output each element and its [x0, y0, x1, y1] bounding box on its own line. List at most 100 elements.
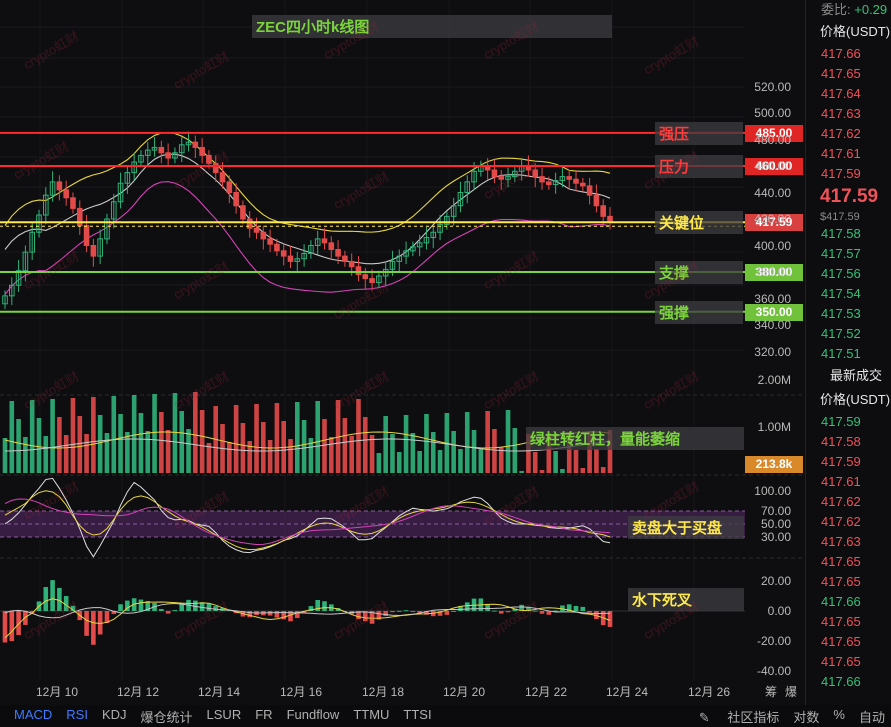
candle-body: [29, 231, 35, 253]
candle-body: [464, 181, 471, 193]
ask-row[interactable]: 417.62: [821, 126, 861, 141]
volume-bar: [254, 404, 259, 473]
macd-histogram-bar: [539, 611, 545, 614]
volume-bar: [36, 418, 42, 473]
volume-bar: [390, 434, 395, 473]
bid-row[interactable]: 417.51: [821, 346, 861, 361]
macd-histogram-bar: [91, 611, 96, 645]
candle-body: [403, 250, 409, 257]
auto-scale-toggle[interactable]: 自动: [858, 709, 885, 725]
candle-body: [593, 194, 600, 207]
volume-bar: [417, 451, 422, 473]
macd-axis-label: 20.00: [760, 574, 791, 588]
macd-histogram-bar: [526, 606, 531, 611]
candle-body: [580, 182, 586, 187]
candle-body: [512, 170, 518, 178]
macd-histogram-bar: [553, 610, 558, 612]
volume-bar: [369, 435, 375, 473]
candle-body: [246, 218, 253, 229]
ask-row[interactable]: 417.66: [821, 46, 861, 61]
volume-bar: [97, 415, 103, 473]
macd-histogram-bar: [2, 611, 8, 643]
ask-row[interactable]: 417.64: [821, 86, 861, 101]
volume-bar: [233, 405, 239, 473]
ask-row[interactable]: 417.63: [821, 106, 861, 121]
trade-row: 417.66: [821, 674, 861, 689]
bid-row[interactable]: 417.57: [821, 246, 861, 261]
candle-body: [117, 182, 124, 203]
volume-bar: [546, 433, 552, 473]
indicator-tab[interactable]: TTSI: [403, 706, 432, 722]
level-label-2: 关键位: [655, 211, 743, 235]
candle-body: [36, 214, 42, 233]
macd-histogram-bar: [213, 606, 219, 611]
bid-row[interactable]: 417.52: [821, 326, 861, 341]
trades-title[interactable]: 最新成交: [830, 368, 883, 383]
level-price-tag-4: 350.00: [745, 303, 803, 321]
corner-label-liquidation[interactable]: 爆: [785, 685, 798, 699]
volume-bar: [430, 432, 436, 473]
macd-histogram-bar: [587, 611, 592, 613]
volume-bar: [498, 447, 504, 473]
indicator-tab[interactable]: FR: [255, 706, 273, 722]
volume-bar: [274, 403, 280, 473]
rsi-axis-label: 70.00: [760, 504, 791, 518]
indicator-tab[interactable]: 爆仓统计: [140, 709, 193, 725]
volume-bar: [376, 453, 382, 473]
indicator-tab[interactable]: TTMU: [353, 706, 390, 722]
corner-label-chips[interactable]: 筹: [765, 685, 778, 699]
price-axis-label: 460.00: [754, 159, 791, 173]
chart-area[interactable]: ZEC四小时k线图 强压 485.00 压力 460.00 关键位 417.59 支撑 380…: [0, 0, 805, 705]
bid-row[interactable]: 417.56: [821, 266, 861, 281]
indicator-tab[interactable]: RSI: [66, 706, 88, 722]
volume-bar: [29, 400, 35, 473]
indicator-tab[interactable]: Fundflow: [286, 706, 340, 722]
bid-row[interactable]: 417.54: [821, 286, 861, 301]
macd-histogram-bar: [111, 611, 117, 614]
macd-histogram-bar: [29, 611, 35, 613]
indicator-tab[interactable]: LSUR: [206, 706, 242, 722]
order-ratio-label: 委比:: [821, 2, 851, 17]
indicator-tab[interactable]: MACD: [14, 706, 53, 722]
candle-body: [437, 223, 443, 233]
candle-body: [287, 255, 294, 262]
macd-histogram-bar: [193, 600, 198, 611]
bid-row[interactable]: 417.53: [821, 306, 861, 321]
candle-body: [342, 255, 348, 262]
candle-body: [539, 176, 545, 183]
macd-histogram-bar: [288, 611, 293, 622]
ask-row[interactable]: 417.61: [821, 146, 861, 161]
macd-histogram-bar: [383, 611, 388, 617]
kline-chart-svg[interactable]: [0, 0, 805, 705]
indicator-tab[interactable]: KDJ: [101, 706, 127, 722]
candle-body: [56, 181, 63, 191]
volume-bar: [57, 417, 62, 473]
rsi-annotation: 卖盘大于买盘: [628, 516, 744, 539]
candle-body: [49, 181, 56, 196]
bid-row[interactable]: 417.58: [821, 226, 861, 241]
macd-histogram-bar: [63, 596, 69, 611]
candle-body: [274, 243, 280, 252]
volume-bar: [131, 395, 137, 473]
candle-body: [22, 251, 29, 272]
volume-bar: [104, 433, 110, 473]
candle-body: [532, 169, 539, 178]
volume-bar: [84, 434, 89, 473]
ask-row[interactable]: 417.65: [821, 66, 861, 81]
percent-scale-toggle[interactable]: %: [833, 706, 845, 722]
macd-annotation: 水下死叉: [628, 588, 744, 611]
macd-histogram-bar: [43, 587, 49, 611]
community-indicators-button[interactable]: ✎ 社区指标: [698, 709, 780, 725]
log-scale-toggle[interactable]: 对数: [793, 709, 820, 725]
volume-bar: [356, 399, 361, 473]
ask-row[interactable]: 417.59: [821, 166, 861, 181]
price-axis-label: 420.00: [754, 212, 791, 226]
volume-bar: [485, 411, 490, 473]
volume-bar: [478, 448, 484, 473]
candle-body: [498, 176, 505, 180]
price-axis-label: 480.00: [754, 132, 791, 147]
volume-bar: [50, 399, 55, 473]
macd-histogram-bar: [505, 611, 511, 613]
candle-body: [178, 144, 185, 154]
volume-bar: [247, 441, 253, 473]
